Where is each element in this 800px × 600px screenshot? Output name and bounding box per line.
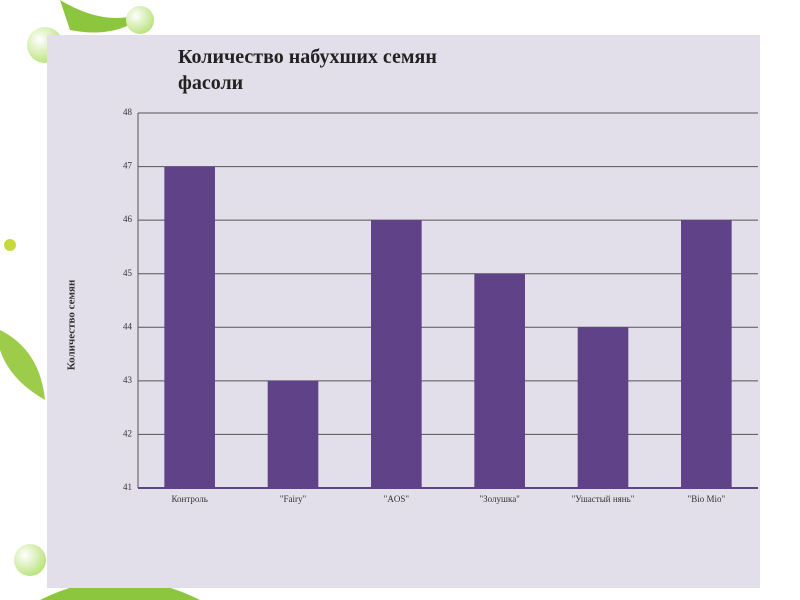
x-tick-label: Контроль [171,494,207,504]
bubble-decoration [14,544,46,576]
bubble-decoration [126,6,154,34]
y-tick-label: 47 [123,161,133,171]
bar [164,166,215,489]
x-tick-label: "Ушастый нянь" [572,494,635,504]
y-tick-label: 46 [123,214,133,224]
x-tick-label: "Bio Mio" [688,494,726,504]
leaf-decoration [0,330,45,400]
x-tick-label: "Fairy" [280,494,307,504]
x-tick-label: "Золушка" [479,494,520,504]
y-tick-label: 42 [123,428,132,438]
bubble-decoration [4,239,16,251]
x-tick-label: "AOS" [384,494,410,504]
bar [577,327,629,488]
bar [371,220,422,488]
bar [267,380,319,488]
bar [474,273,525,488]
y-tick-label: 41 [123,482,132,492]
chart-title: Количество набухших семян фасоли [178,46,437,94]
y-tick-label: 43 [123,375,133,385]
bar [681,220,732,488]
y-tick-label: 45 [123,268,133,278]
y-tick-label: 48 [123,107,133,117]
y-tick-label: 44 [123,321,133,331]
y-axis-label: Количество семян [66,279,78,370]
